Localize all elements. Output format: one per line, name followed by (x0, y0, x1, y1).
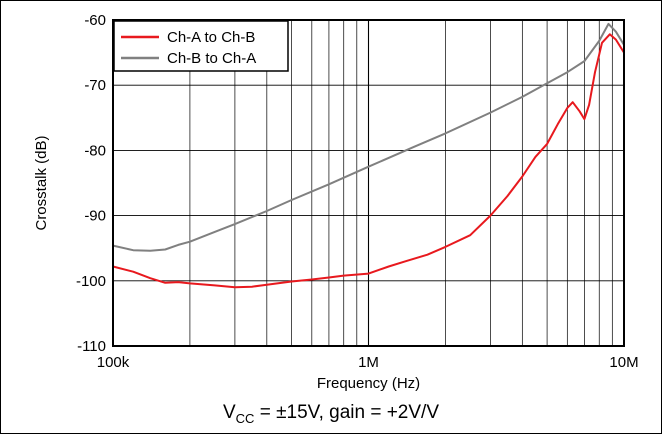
x-tick-label-2: 10M (609, 354, 638, 371)
caption-subscript: CC (236, 411, 255, 426)
y-tick-label-5: -110 (77, 338, 106, 355)
y-tick-labels: -60 -70 -80 -90 -100 -110 (76, 12, 106, 355)
y-tick-label-3: -90 (84, 208, 106, 225)
caption-rest: = ±15V, gain = +2V/V (254, 402, 439, 423)
x-tick-label-0: 100k (97, 354, 130, 371)
x-tick-label-1: 1M (358, 354, 379, 371)
y-axis-label: Crosstalk (dB) (33, 135, 50, 230)
caption-v: V (223, 402, 236, 423)
legend-label-ch-a-to-ch-b: Ch-A to Ch-B (167, 29, 255, 46)
legend: Ch-A to Ch-B Ch-B to Ch-A (114, 21, 288, 71)
x-axis-label: Frequency (Hz) (317, 375, 420, 392)
legend-label-ch-b-to-ch-a: Ch-B to Ch-A (167, 50, 256, 67)
test-conditions-caption: VCC = ±15V, gain = +2V/V (0, 402, 662, 426)
y-tick-label-1: -70 (84, 77, 106, 94)
y-tick-label-4: -100 (76, 273, 106, 290)
x-tick-labels: 100k 1M 10M (97, 354, 639, 371)
y-tick-label-2: -80 (84, 142, 106, 159)
y-tick-label-0: -60 (84, 12, 106, 29)
